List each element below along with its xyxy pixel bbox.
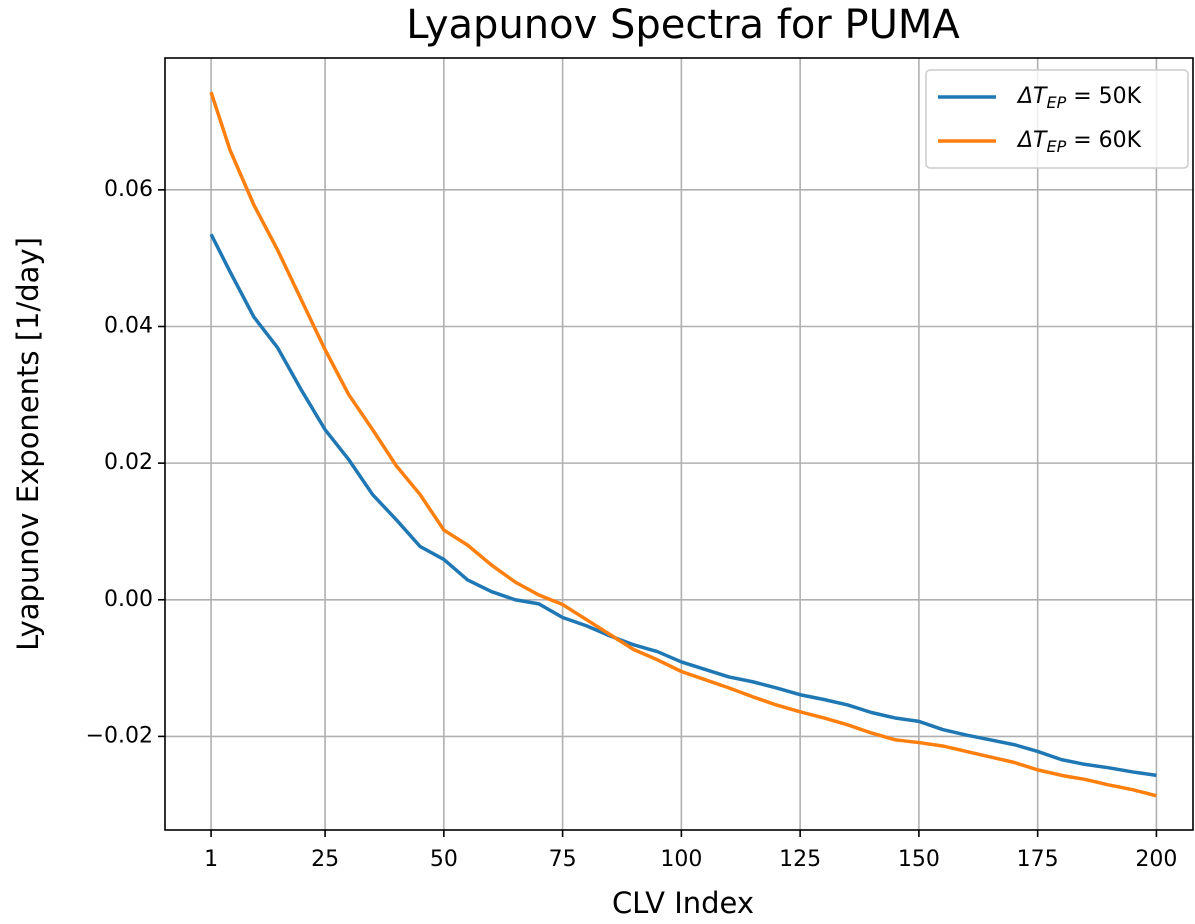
x-tick-label: 150: [898, 847, 940, 872]
legend-box: [925, 69, 1189, 169]
x-tick-label: 50: [430, 847, 458, 872]
legend-label: ΔTEP = 50K: [1016, 84, 1142, 112]
x-tick-label: 100: [660, 847, 702, 872]
y-tick-label: 0.04: [104, 313, 153, 338]
chart-title: Lyapunov Spectra for PUMA: [406, 2, 960, 48]
y-tick-label: 0.00: [104, 587, 153, 612]
x-tick-label: 1: [204, 847, 218, 872]
x-axis-label: CLV Index: [612, 886, 754, 920]
plot-frame: [164, 57, 1194, 831]
y-axis-label: Lyapunov Exponents [1/day]: [11, 237, 45, 651]
data-line: [209, 91, 1157, 798]
y-tick-label: −0.02: [86, 723, 153, 748]
x-tick-label: 175: [1017, 847, 1059, 872]
x-tick-label: 25: [311, 847, 339, 872]
x-tick-label: 125: [779, 847, 821, 872]
data-line: [209, 233, 1157, 778]
y-tick-label: 0.02: [104, 450, 153, 475]
x-tick-label: 75: [549, 847, 577, 872]
y-tick-label: 0.06: [104, 177, 153, 202]
legend-label: ΔTEP = 60K: [1016, 128, 1142, 156]
x-tick-label: 200: [1135, 847, 1177, 872]
